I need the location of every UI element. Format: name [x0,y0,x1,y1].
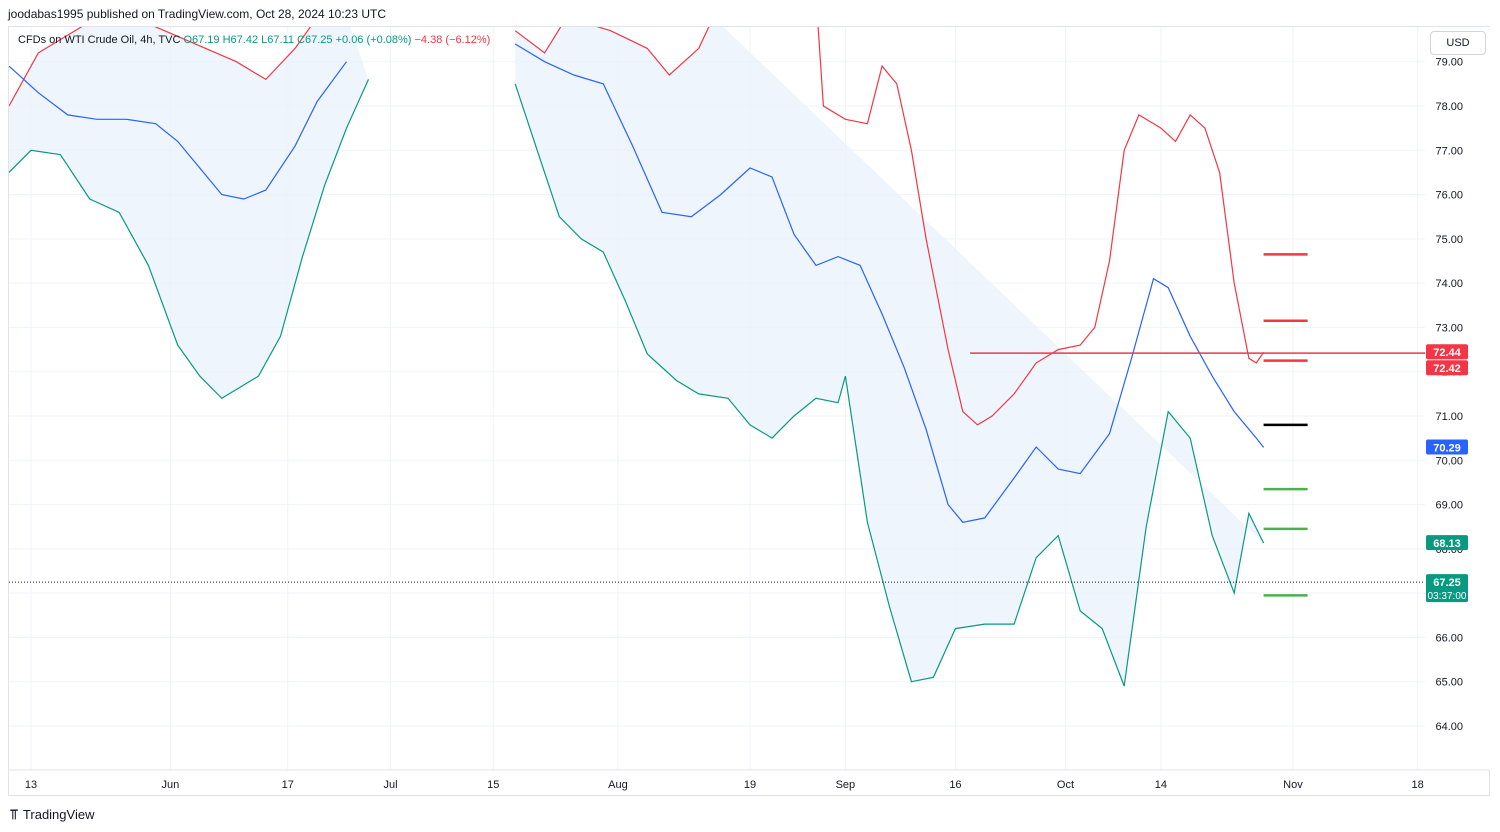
price-label-text: 72.42 [1433,363,1461,375]
lower-band-line [514,83,1265,687]
time-axis: 13 Jun 17 Jul 15 Aug 19 Sep 16 Oct 14 Nov 18 [9,769,1489,791]
price-tick-label: 75.00 [1435,234,1463,246]
basis-line [9,61,347,200]
legend-change: +0.06 (+0.08%) [335,34,412,46]
price-label-text: 70.29 [1433,442,1461,454]
legend-open: O67.19 [183,34,220,46]
time-tick-label: Jun [162,779,180,791]
price-tick-label: 69.00 [1435,500,1463,512]
time-tick-label: 18 [1412,779,1424,791]
price-tick-label: 70.00 [1435,455,1463,467]
legend-low: L67.11 [261,34,294,46]
band-fill [515,27,1264,687]
time-tick-label: 19 [744,779,756,791]
time-tick-label: 13 [25,779,37,791]
price-tick-label: 79.00 [1435,57,1463,69]
time-tick-label: Nov [1283,779,1303,791]
currency-button[interactable]: USD [1430,31,1486,55]
price-label-box [1426,439,1468,455]
upper-band-line [9,27,312,107]
price-axis: 79.0078.0077.0076.0075.0074.0073.0072.00… [1426,27,1490,770]
publisher-line: joodabas1995 published on TradingView.co… [8,7,387,21]
price-tick-label: 66.00 [1435,632,1463,644]
tradingview-brand: TradingView [22,807,95,822]
upper-band-line [817,27,1265,426]
legend-change-range: −4.38 (−6.12%) [414,34,491,46]
upper-band-line [514,27,710,76]
price-tick-label: 78.00 [1435,101,1463,113]
level-lines [9,253,1425,597]
time-tick-label: Jul [383,779,397,791]
time-tick-label: Sep [836,779,856,791]
time-tick-label: 15 [487,779,499,791]
legend-close: C67.25 [297,34,333,46]
price-label-text: 72.44 [1433,347,1461,359]
price-label-box [1426,360,1468,376]
price-tick-label: 73.00 [1435,322,1463,334]
price-tick-label: 71.00 [1435,411,1463,423]
basis-line [514,43,1265,523]
price-label-text: 67.25 [1433,577,1461,589]
price-tick-label: 76.00 [1435,190,1463,202]
price-axis-bg [1426,27,1490,770]
price-label-box [1426,574,1468,603]
price-label-text: 68.13 [1433,538,1461,550]
price-tick-label: 77.00 [1435,145,1463,157]
time-tick-label: 17 [282,779,294,791]
time-tick-label: Aug [608,779,628,791]
legend-symbol: CFDs on WTI Crude Oil, 4h, TVC [18,34,181,46]
price-tick-label: 64.00 [1435,721,1463,733]
tradingview-logo[interactable]: ⫪ TradingView [10,806,94,823]
price-labels: 72.44 72.42 70.29 68.13 67.25 03:37:00 [1426,344,1468,603]
time-tick-label: 16 [949,779,961,791]
time-tick-label: 14 [1155,779,1167,791]
price-tick-label: 74.00 [1435,278,1463,290]
bands-clip-group [9,27,1265,687]
price-label-box [1426,344,1468,360]
lower-band-line [9,79,370,400]
symbol-legend: CFDs on WTI Crude Oil, 4h, TVC O67.19 H6… [18,34,490,46]
time-tick-label: Oct [1057,779,1074,791]
legend-high: H67.42 [222,34,259,46]
bollinger-bands [9,27,1265,687]
price-label-box [1426,535,1468,551]
tradingview-logo-icon: ⫪ [10,806,18,822]
price-label-countdown: 03:37:00 [1428,591,1467,602]
band-fill [9,27,369,399]
price-tick-label: 65.00 [1435,677,1463,689]
